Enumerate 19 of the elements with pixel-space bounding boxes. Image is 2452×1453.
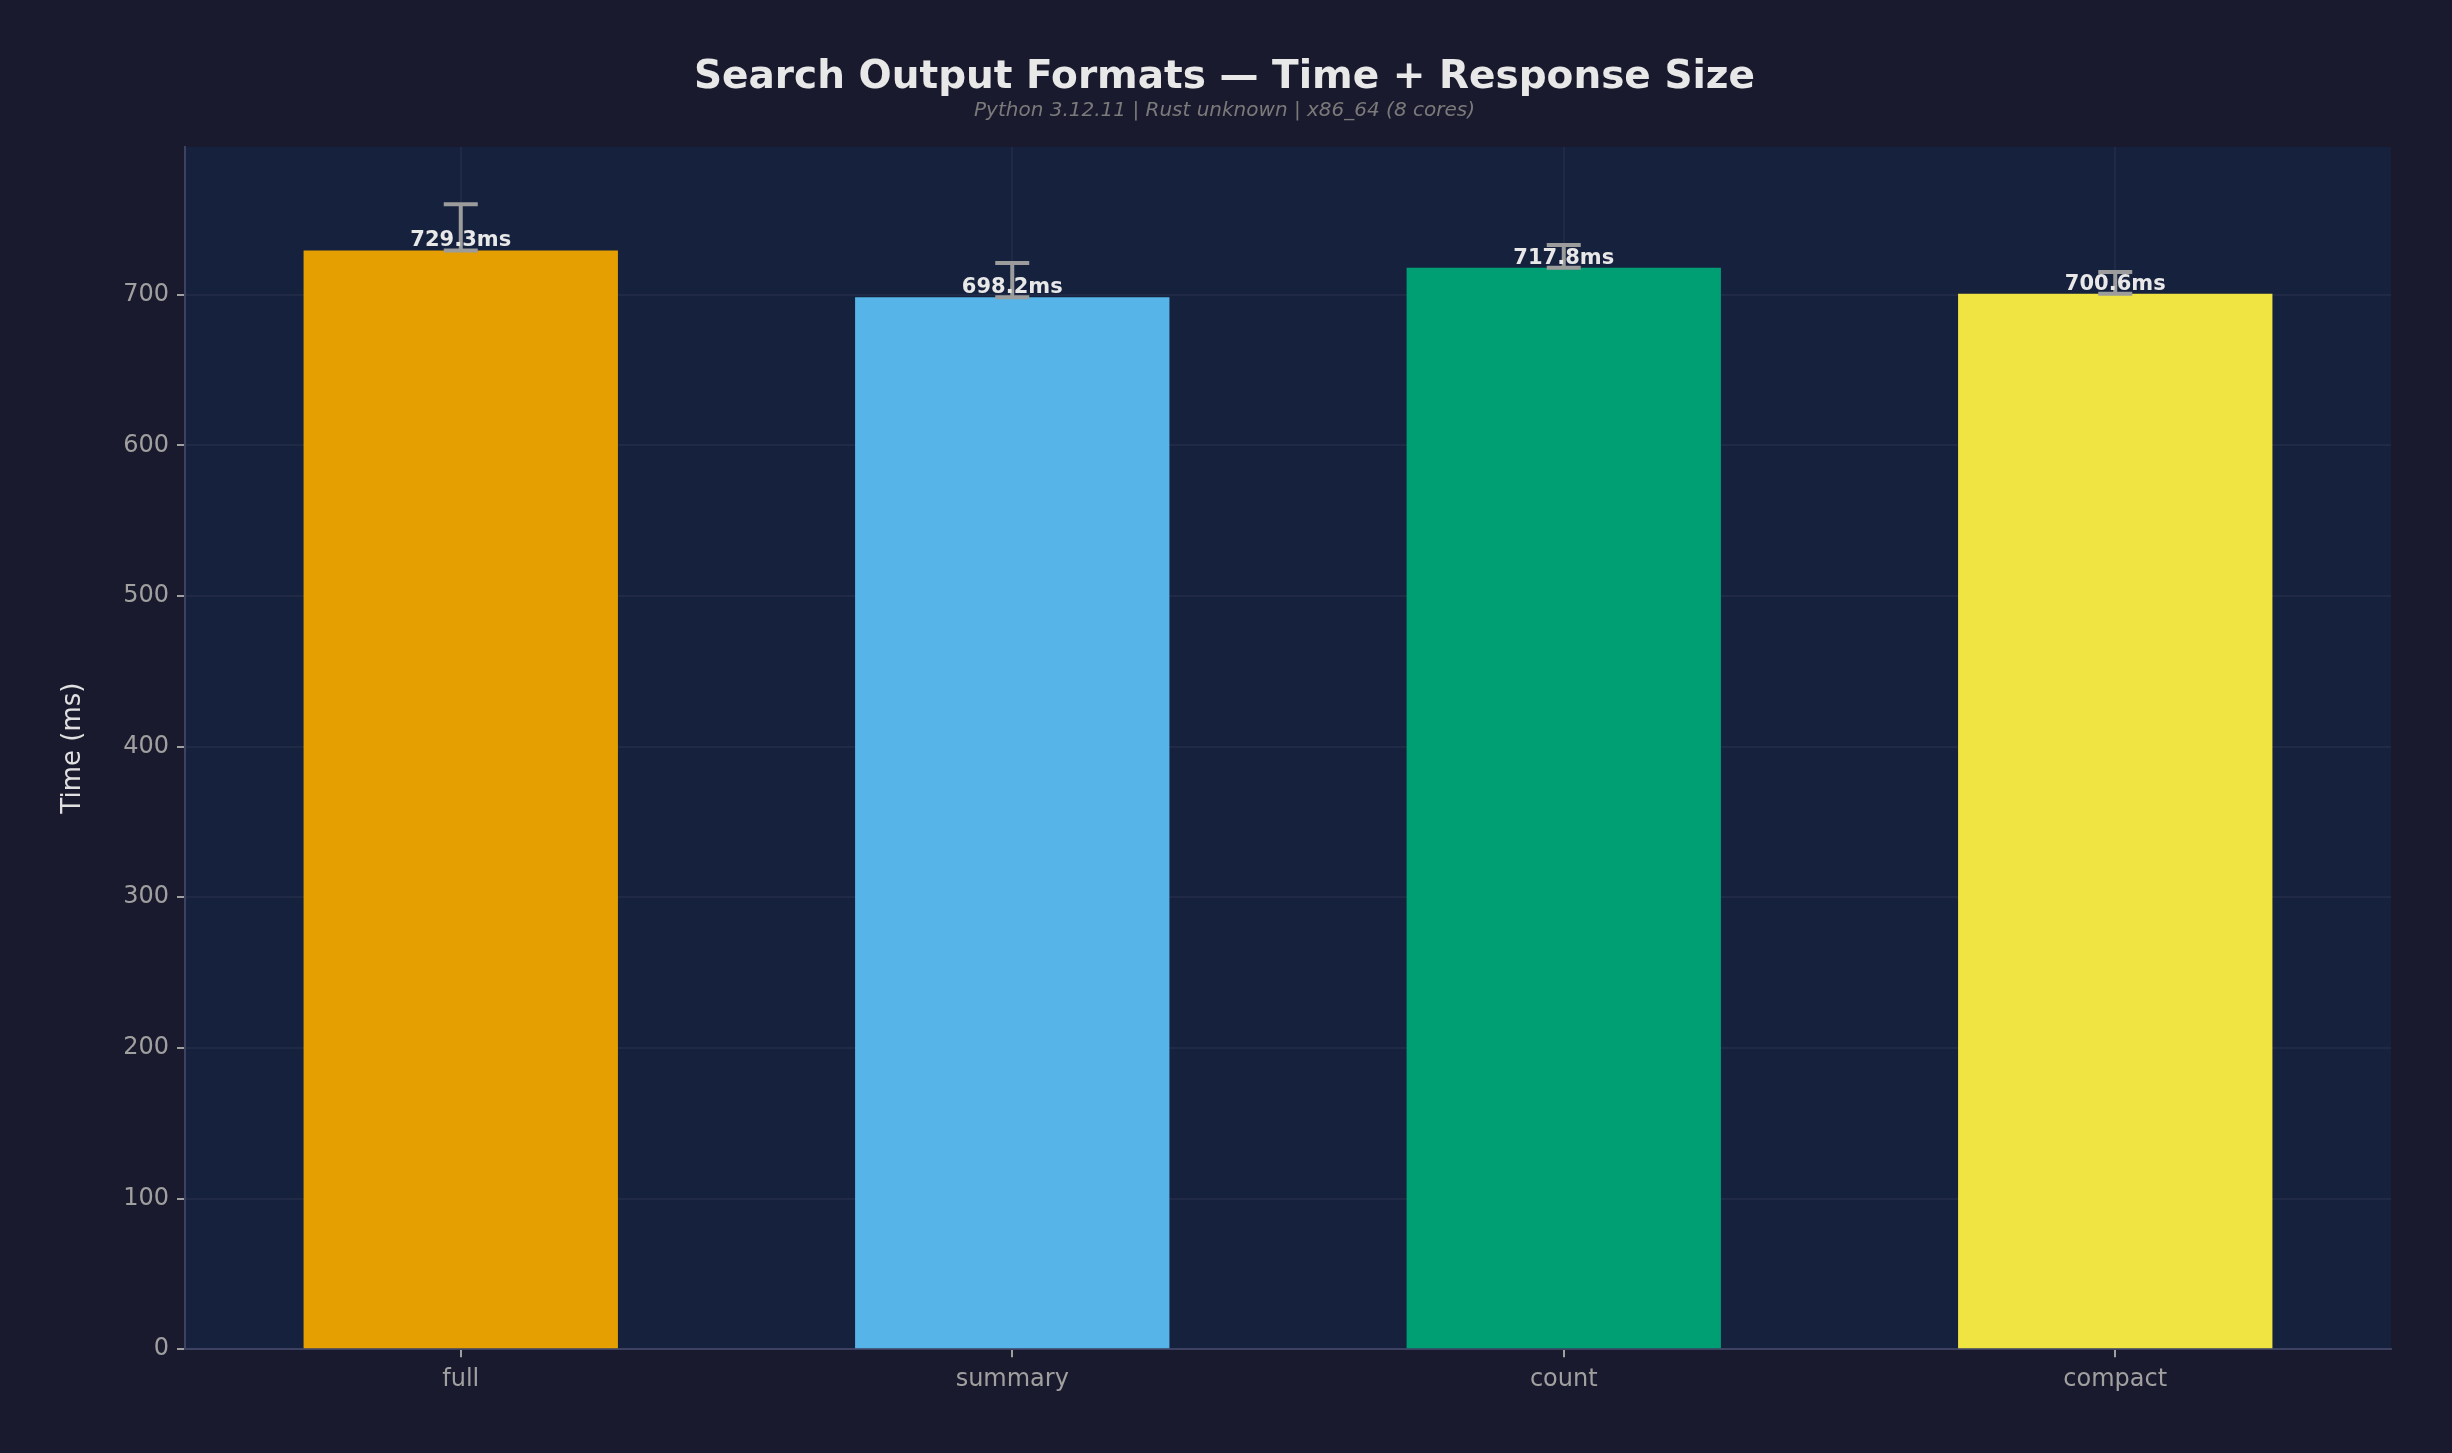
chart-subtitle: Python 3.12.11 | Rust unknown | x86_64 (8 cores) bbox=[974, 97, 1475, 122]
y-tick-label: 300 bbox=[123, 881, 170, 910]
y-tick-label: 200 bbox=[123, 1032, 170, 1061]
y-tick-label: 0 bbox=[153, 1333, 170, 1362]
y-tick-label: 700 bbox=[123, 278, 170, 307]
x-tick-label: count bbox=[1529, 1363, 1598, 1392]
x-tick-label: compact bbox=[2063, 1363, 2168, 1392]
y-tick-label: 500 bbox=[123, 580, 170, 609]
bar bbox=[855, 297, 1170, 1349]
y-tick-label: 100 bbox=[123, 1182, 170, 1211]
bar bbox=[1406, 267, 1721, 1349]
x-tick-label: summary bbox=[955, 1363, 1069, 1392]
chart-title: Search Output Formats — Time + Response Size bbox=[694, 51, 1755, 97]
y-tick-label: 600 bbox=[123, 429, 170, 458]
bar bbox=[303, 250, 618, 1349]
y-axis-title: Time (ms) bbox=[56, 682, 87, 815]
y-tick-label: 400 bbox=[123, 730, 170, 759]
bar bbox=[1958, 293, 2273, 1349]
x-tick-label: full bbox=[442, 1363, 480, 1392]
